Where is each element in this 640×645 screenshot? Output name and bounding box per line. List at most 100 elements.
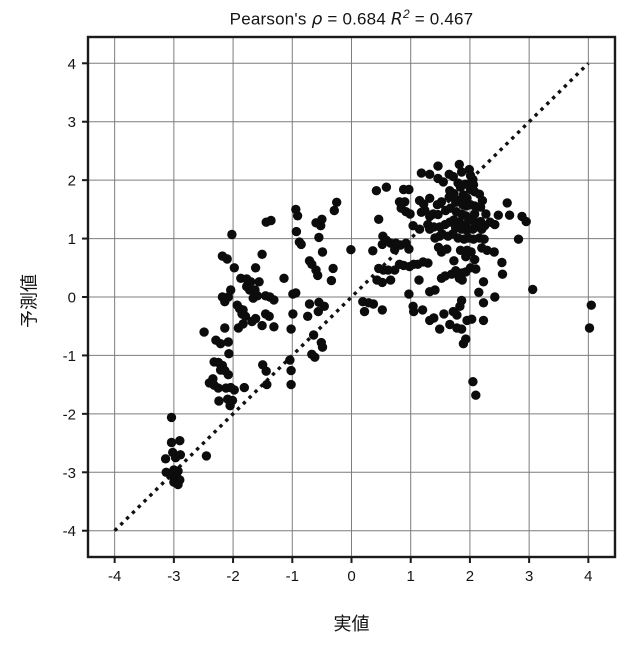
x-tick-label: -1 (286, 568, 299, 585)
data-point (313, 270, 323, 281)
data-point (444, 192, 454, 202)
data-point (513, 234, 524, 244)
rho-value: 0.684 (342, 9, 386, 29)
data-point (310, 352, 320, 362)
data-point (528, 284, 538, 295)
data-point (266, 215, 276, 226)
data-point (227, 229, 237, 240)
data-point (329, 205, 339, 216)
data-point (455, 245, 466, 255)
data-point (442, 244, 452, 254)
data-point (416, 207, 427, 217)
data-point (430, 233, 440, 243)
data-point (440, 205, 451, 216)
data-point (288, 309, 298, 319)
data-point (224, 349, 234, 359)
data-point (220, 323, 230, 333)
data-point (425, 211, 435, 222)
data-point (304, 299, 315, 309)
data-point (250, 263, 261, 273)
y-axis-label: 予測値 (19, 274, 40, 328)
data-point (317, 342, 328, 352)
data-point (439, 309, 449, 319)
data-point (175, 436, 185, 446)
data-point (436, 273, 447, 283)
data-point (414, 224, 425, 234)
data-point (479, 234, 489, 244)
y-tick-label: -4 (63, 523, 76, 540)
data-point (269, 295, 279, 305)
data-point (504, 210, 515, 220)
x-tick-label: 3 (525, 568, 533, 585)
data-point (471, 264, 481, 274)
data-point (385, 275, 396, 285)
data-point (390, 245, 400, 255)
data-point (317, 247, 328, 257)
data-point (489, 247, 499, 257)
x-tick-label: 2 (466, 568, 474, 585)
data-point (240, 311, 251, 321)
data-point (296, 239, 306, 250)
data-point (449, 256, 459, 266)
y-tick-label: 0 (68, 290, 76, 307)
data-point (303, 311, 313, 321)
data-point (314, 232, 324, 243)
data-point (308, 330, 319, 340)
r-exponent: 2 (402, 7, 410, 21)
x-tick-label: 0 (347, 568, 355, 585)
y-tick-label: 4 (68, 56, 76, 73)
x-tick-label: -4 (108, 568, 121, 585)
data-point (262, 379, 272, 390)
data-point (478, 315, 489, 326)
data-point (229, 263, 239, 273)
data-point (316, 221, 326, 231)
data-point (478, 277, 489, 287)
data-point (432, 200, 443, 210)
data-point (417, 305, 428, 315)
data-point (291, 226, 302, 237)
data-point (467, 314, 477, 324)
data-point (457, 275, 467, 285)
data-point (452, 310, 462, 320)
data-point (454, 159, 464, 170)
data-point (497, 257, 507, 268)
data-point (425, 287, 435, 297)
data-point (225, 401, 235, 411)
data-point (438, 177, 448, 187)
data-point (285, 355, 295, 365)
data-point (313, 306, 323, 317)
data-point (199, 327, 209, 337)
data-point (292, 211, 303, 221)
data-point (471, 390, 481, 400)
data-point (445, 319, 455, 330)
y-tick-label: -2 (63, 406, 76, 423)
r-squared-value: 0.467 (429, 9, 474, 29)
chart-title: Pearson's ρ = 0.684 R2 = 0.467 (88, 7, 615, 30)
data-point (239, 382, 249, 393)
data-point (409, 306, 419, 317)
data-point (166, 412, 177, 423)
data-point (368, 299, 379, 309)
data-point (286, 365, 296, 376)
data-point (497, 269, 508, 279)
ticks-layer (82, 62, 590, 563)
data-point (257, 320, 267, 331)
x-tick-label: -3 (167, 568, 180, 585)
data-point (252, 291, 263, 301)
data-point (215, 339, 226, 349)
data-point (448, 171, 458, 182)
data-point (482, 245, 492, 255)
data-point (425, 193, 435, 203)
x-axis-label: 実値 (333, 614, 370, 634)
data-point (359, 306, 370, 317)
data-point (326, 275, 337, 286)
data-point (470, 254, 480, 265)
data-point (456, 167, 467, 177)
data-point (414, 275, 424, 285)
data-point (490, 292, 500, 302)
data-point (435, 324, 445, 334)
data-point (404, 244, 414, 254)
data-point (425, 315, 435, 326)
